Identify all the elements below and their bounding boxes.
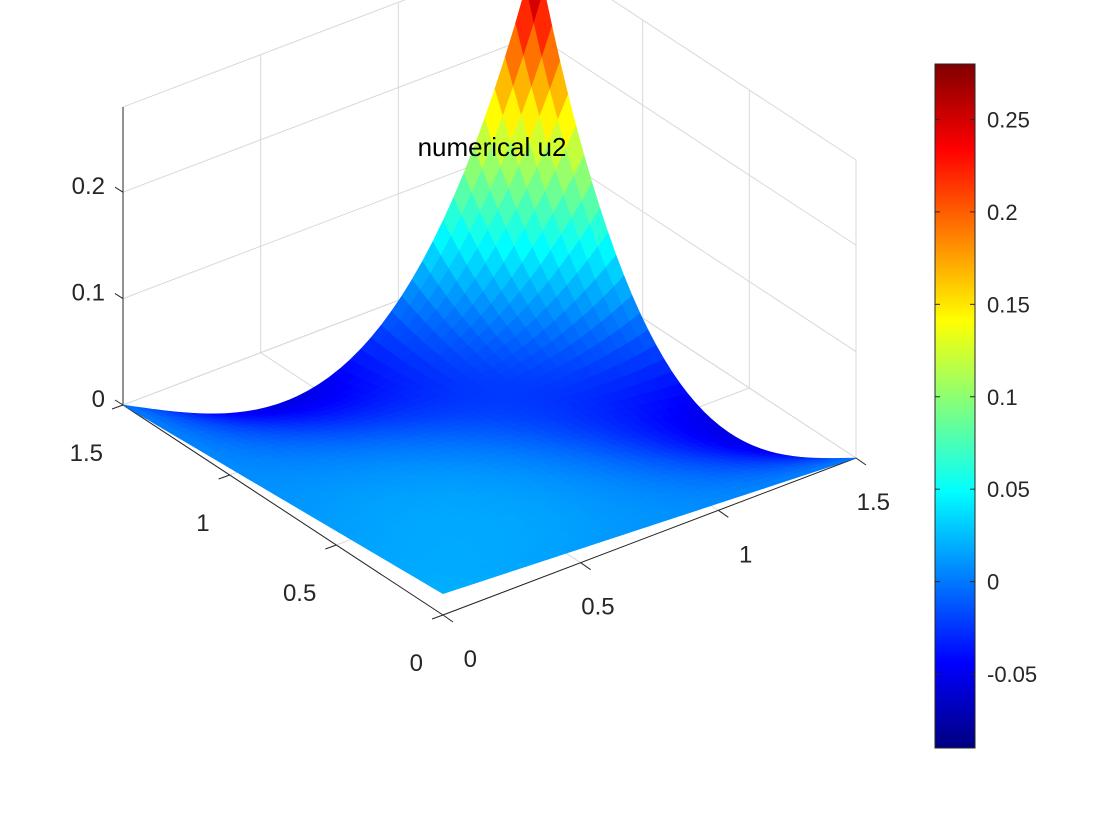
y-tick-label-1: 0.5 [283, 580, 316, 607]
z-tick-label-2: 0.2 [72, 173, 105, 200]
colorbar-ticks: -0.05 0 0.05 0.1 0.15 0.2 0.25 [935, 107, 1037, 687]
colorbar-tick-label-1: 0 [987, 570, 999, 595]
axis-ticks: 0 0.5 1 1.5 0 0.5 1 1.5 0 0.1 0.2 [70, 173, 890, 677]
colorbar-tick-label-3: 0.1 [987, 385, 1018, 410]
x-tick-0 [442, 614, 454, 623]
z-tick-0 [114, 399, 124, 406]
colorbar-gradient [935, 64, 975, 748]
colorbar-tick-label-2: 0.05 [987, 477, 1030, 502]
y-tick-3 [111, 404, 124, 410]
surface-plot [122, 0, 857, 595]
colorbar: -0.05 0 0.05 0.1 0.15 0.2 0.25 [934, 63, 1037, 749]
x-tick-1 [580, 562, 591, 571]
colorbar-tick-label-5: 0.2 [987, 200, 1018, 225]
x-tick-label-3: 1.5 [857, 489, 890, 516]
colorbar-tick-label-6: 0.25 [987, 107, 1030, 132]
chart-title: numerical u2 [418, 132, 567, 162]
colorbar-frame [934, 63, 976, 749]
z-tick-1 [114, 293, 124, 299]
z-tick-label-0: 0 [92, 386, 105, 413]
x-axis-line [442, 457, 857, 616]
z-tick-label-1: 0.1 [72, 280, 105, 307]
y-tick-label-0: 0 [410, 650, 423, 677]
surface-patch-0-0 [434, 585, 455, 595]
z-tick-2 [114, 186, 124, 193]
colorbar-tick-label-4: 0.15 [987, 292, 1030, 317]
y-tick-1 [325, 544, 337, 550]
x-tick-label-1: 0.5 [581, 594, 614, 621]
y-tick-label-3: 1.5 [70, 440, 103, 467]
colorbar-tick-label-0: -0.05 [987, 662, 1037, 687]
x-tick-label-2: 1 [739, 541, 752, 568]
axes [122, 107, 857, 616]
x-tick-label-0: 0 [464, 646, 477, 673]
y-tick-0 [431, 614, 444, 620]
x-tick-3 [855, 457, 867, 466]
y-tick-label-2: 1 [196, 510, 209, 537]
x-tick-2 [718, 509, 729, 518]
y-tick-2 [218, 474, 230, 480]
grid-line-z-3 [122, 0, 857, 161]
y-axis-line [122, 404, 444, 616]
